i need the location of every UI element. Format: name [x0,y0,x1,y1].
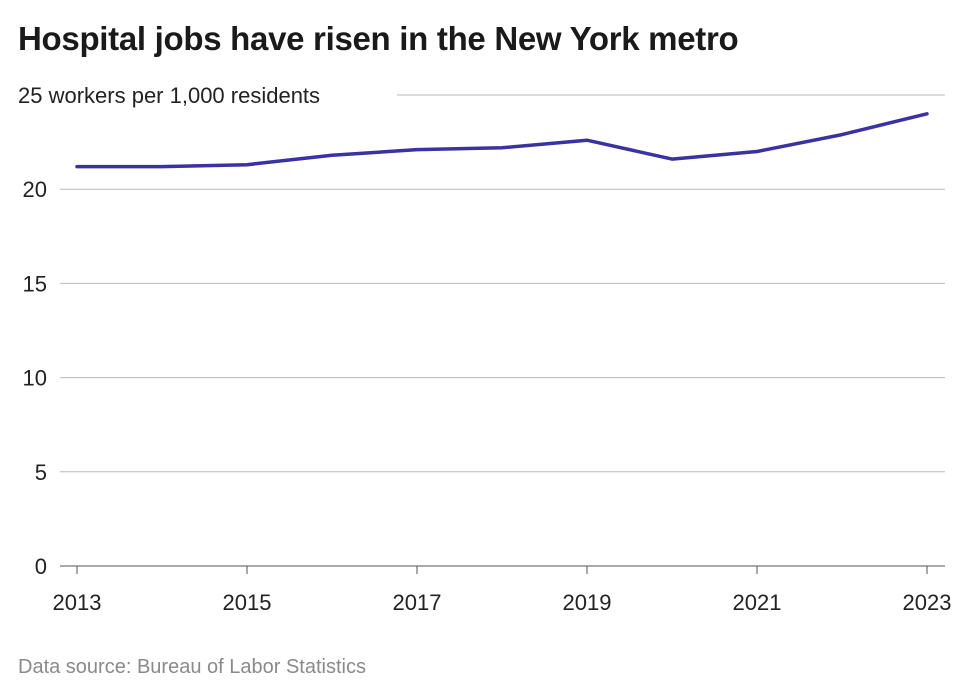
data-source-note: Data source: Bureau of Labor Statistics [18,656,366,678]
y-tick-label: 5 [35,460,47,485]
x-tick-label: 2015 [223,590,272,615]
x-tick-label: 2023 [903,590,952,615]
series-layer [75,112,929,169]
x-tick-label: 2019 [563,590,612,615]
x-tick-label: 2013 [53,590,102,615]
y-tick-label: 10 [23,366,47,391]
y-tick-labels: 0 5 10 15 20 25 workers per 1,000 residents [18,83,320,579]
x-tick-label: 2017 [393,590,442,615]
y-tick-label: 25 workers per 1,000 residents [18,83,320,108]
y-tick-label: 15 [23,271,47,296]
x-axis: 2013 2015 2017 2019 2021 2023 [53,566,952,615]
chart-title: Hospital jobs have risen in the New York… [18,20,739,57]
series-line [75,112,929,169]
y-tick-label: 0 [35,554,47,579]
grid-layer [60,94,945,567]
x-tick-label: 2021 [733,590,782,615]
y-tick-label: 20 [23,177,47,202]
